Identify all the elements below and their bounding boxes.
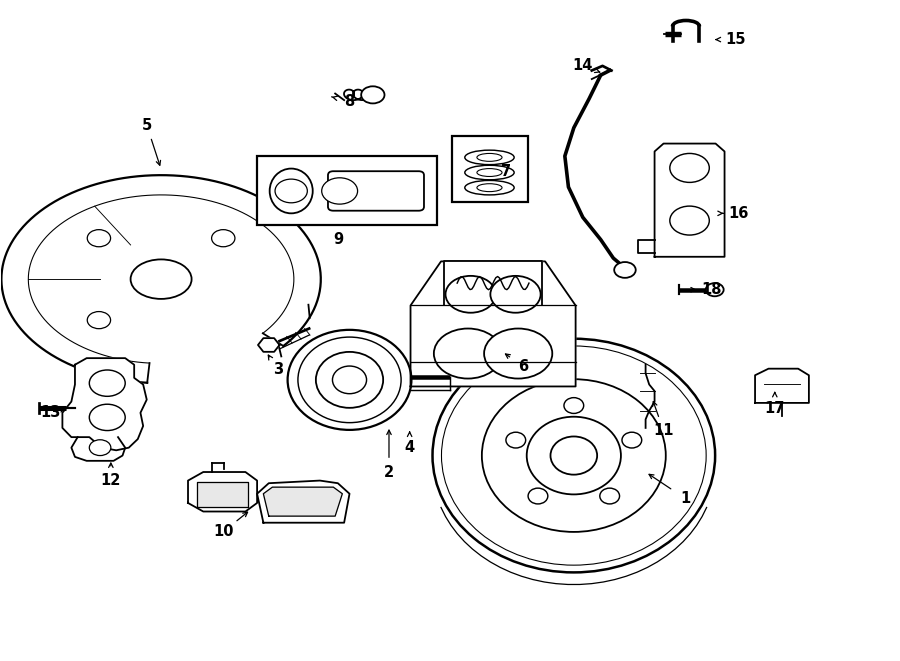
Circle shape [484,329,553,379]
Polygon shape [755,369,809,403]
Ellipse shape [464,180,514,195]
Polygon shape [258,338,280,352]
Text: 5: 5 [141,118,152,133]
Circle shape [491,276,541,313]
Text: 13: 13 [40,405,61,420]
Ellipse shape [564,398,584,413]
Ellipse shape [526,416,621,494]
Circle shape [361,87,384,103]
Ellipse shape [316,352,383,408]
Circle shape [89,370,125,397]
Circle shape [614,262,635,278]
Text: 15: 15 [725,32,745,47]
Circle shape [87,311,111,329]
Ellipse shape [622,432,642,448]
Ellipse shape [270,169,312,214]
Ellipse shape [528,488,548,504]
Polygon shape [71,437,125,461]
Text: 9: 9 [333,232,343,247]
Text: 16: 16 [729,206,749,221]
Ellipse shape [298,337,401,422]
Circle shape [434,329,502,379]
Text: 4: 4 [405,440,415,455]
Circle shape [275,179,307,203]
Text: 6: 6 [518,359,528,374]
Ellipse shape [482,379,666,532]
Ellipse shape [477,153,502,161]
Text: 7: 7 [500,164,510,178]
Text: 17: 17 [765,401,785,416]
Text: 2: 2 [384,465,394,479]
Bar [452,136,528,202]
Polygon shape [410,261,576,387]
Ellipse shape [477,184,502,192]
Ellipse shape [551,436,597,475]
Ellipse shape [433,338,716,572]
Ellipse shape [288,330,411,430]
Circle shape [706,283,724,296]
Polygon shape [444,261,543,305]
Ellipse shape [332,366,366,394]
Text: 3: 3 [273,362,283,377]
Text: 12: 12 [101,473,121,488]
Polygon shape [257,481,349,523]
Polygon shape [62,358,147,450]
Polygon shape [654,143,724,256]
Ellipse shape [506,432,526,448]
Circle shape [212,229,235,247]
Ellipse shape [477,169,502,176]
Ellipse shape [464,165,514,180]
Circle shape [321,178,357,204]
Polygon shape [188,472,257,512]
Ellipse shape [130,259,192,299]
Ellipse shape [464,150,514,165]
Circle shape [446,276,496,313]
Circle shape [87,229,111,247]
Text: 8: 8 [345,94,355,109]
Ellipse shape [442,346,706,565]
Circle shape [670,153,709,182]
Circle shape [89,440,111,455]
Text: 10: 10 [213,524,234,539]
Circle shape [89,405,125,430]
Ellipse shape [599,488,619,504]
Text: 11: 11 [653,423,674,438]
Text: 1: 1 [680,491,690,506]
Circle shape [670,206,709,235]
Text: 18: 18 [702,282,722,297]
Polygon shape [264,487,342,516]
Bar [257,156,436,225]
Text: 14: 14 [572,58,593,73]
Polygon shape [197,482,248,507]
FancyBboxPatch shape [328,171,424,211]
